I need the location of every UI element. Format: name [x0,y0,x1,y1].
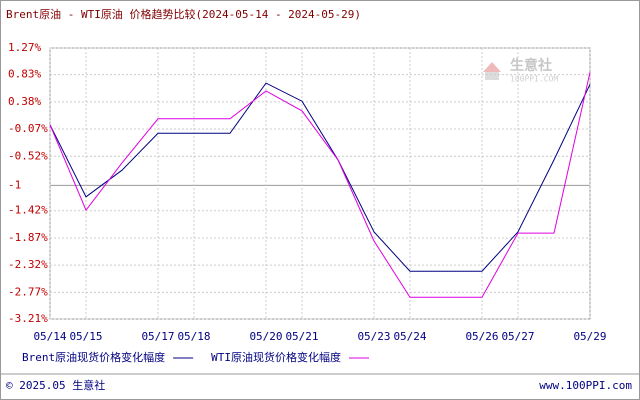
x-tick-label: 05/26 [465,330,498,343]
footer-right: www.100PPI.com [539,379,632,392]
legend-label: WTI原油现货价格变化幅度 [211,350,341,364]
y-tick-label: -1.87% [8,231,48,244]
x-tick-label: 05/20 [249,330,282,343]
y-tick-label: -1.42% [8,204,48,217]
watermark-icon [483,62,501,72]
x-tick-label: 05/24 [393,330,426,343]
series-line [49,82,591,272]
watermark-site: 100PPI.COM [510,75,558,84]
y-tick-label: 1.27% [8,41,41,54]
x-tick-label: 05/17 [141,330,174,343]
watermark-name: 生意社 [510,57,552,74]
footer-left: © 2025.05 生意社 [6,378,105,392]
y-tick-label: -2.32% [8,258,48,271]
x-tick-label: 05/15 [69,330,102,343]
legend-label: Brent原油现货价格变化幅度 [22,350,165,364]
watermark: 生意社 100PPI.COM [483,57,558,84]
x-tick-label: 05/29 [573,330,606,343]
y-tick-label: -3.21% [8,312,48,325]
y-tick-label: 0.38% [8,95,41,108]
y-tick-label: -2.77% [8,285,48,298]
chart-title: Brent原油 - WTI原油 价格趋势比较(2024-05-14 - 2024… [6,7,361,21]
series-line [49,72,591,298]
x-tick-label: 05/18 [177,330,210,343]
y-tick-label: 0.83% [8,68,41,81]
y-tick-label: -1 [8,178,21,191]
x-tick-label: 05/21 [285,330,318,343]
y-tick-label: -0.07% [8,122,48,135]
y-tick-label: -0.52% [8,149,48,162]
watermark-icon [485,72,499,80]
x-tick-label: 05/14 [33,330,66,343]
x-tick-label: 05/27 [501,330,534,343]
x-tick-label: 05/23 [357,330,390,343]
